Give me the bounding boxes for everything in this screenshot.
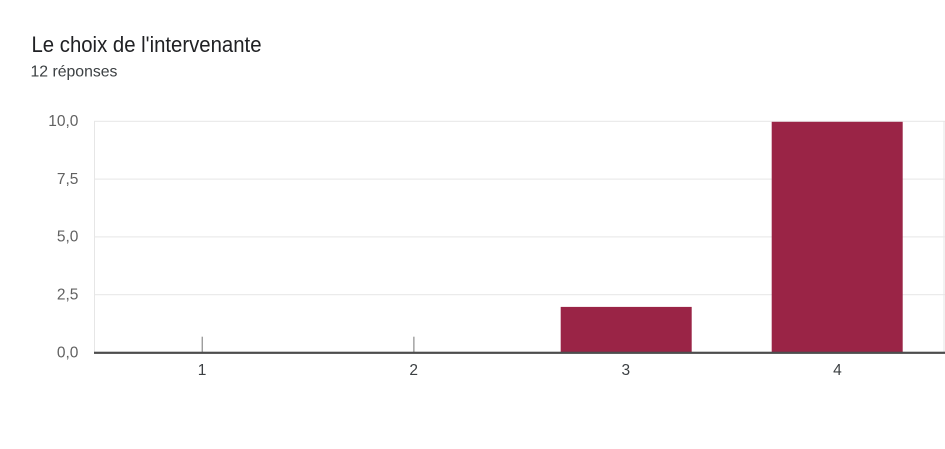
svg-text:3: 3	[621, 362, 630, 379]
svg-text:5,0: 5,0	[57, 229, 79, 246]
svg-text:2,5: 2,5	[57, 287, 79, 304]
svg-text:12 réponses: 12 réponses	[31, 63, 118, 80]
svg-text:Le choix de l'intervenante: Le choix de l'intervenante	[32, 32, 262, 57]
svg-text:0,0: 0,0	[57, 345, 79, 362]
svg-text:10,0: 10,0	[48, 113, 79, 130]
svg-text:1: 1	[198, 362, 207, 379]
svg-text:7,5: 7,5	[57, 171, 79, 188]
svg-text:2: 2	[409, 362, 418, 379]
svg-text:4: 4	[833, 362, 842, 379]
